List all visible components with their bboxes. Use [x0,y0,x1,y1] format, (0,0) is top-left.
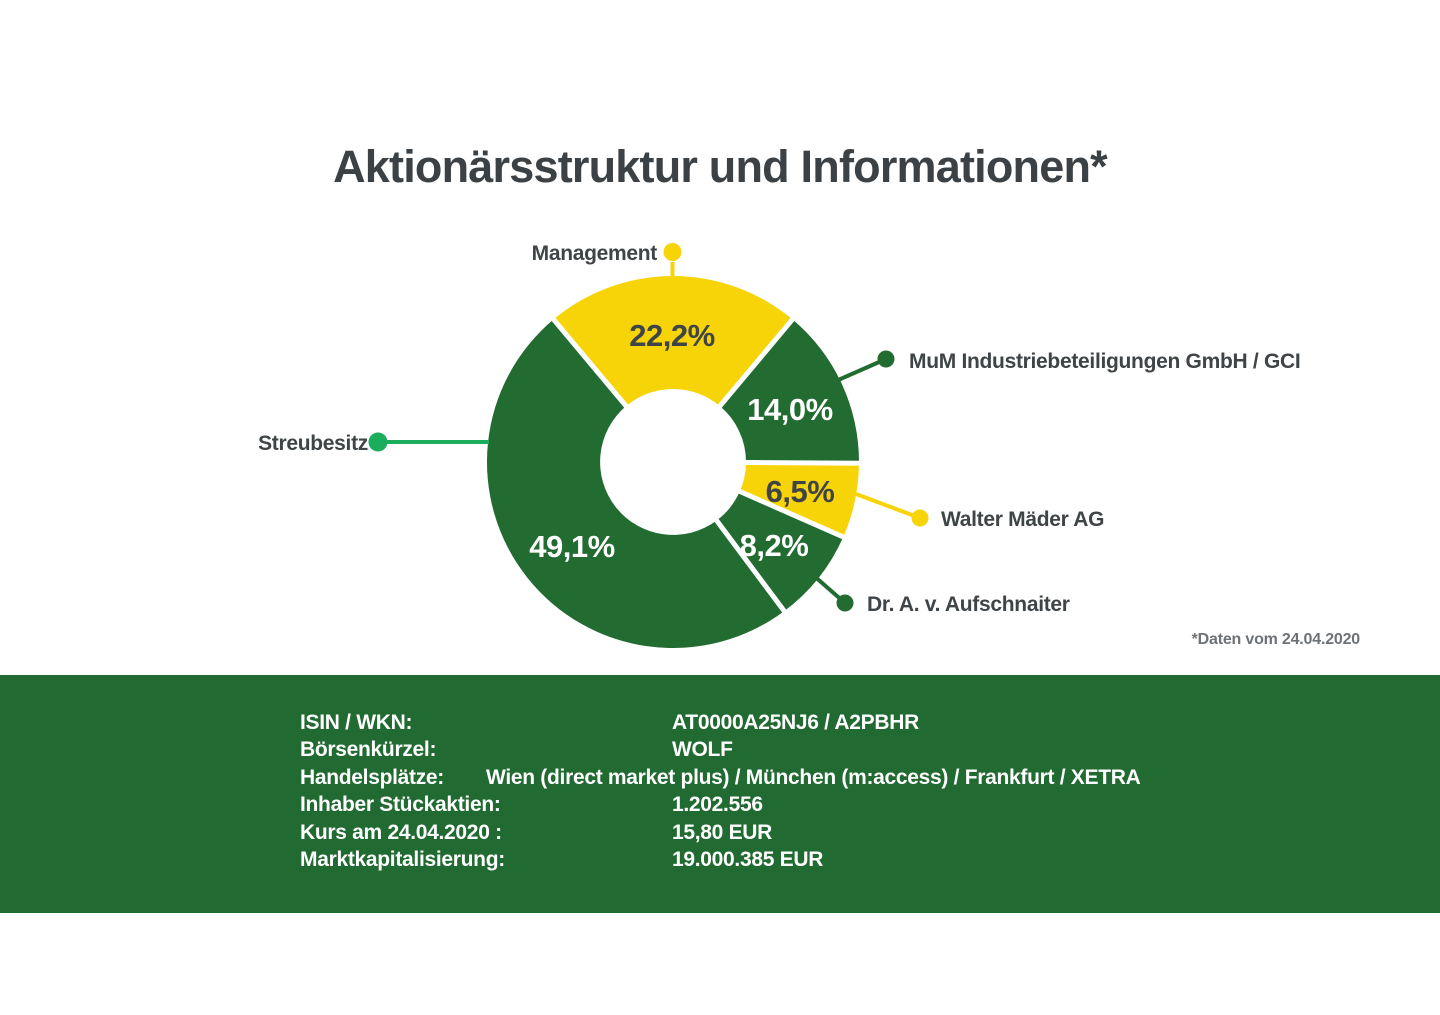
leader-line-mum [835,357,887,383]
info-label: Marktkapitalisierung: [300,847,505,871]
callout-management: Management [532,242,682,281]
info-label: ISIN / WKN: [300,711,413,734]
info-row-boersenkuerzel: Börsenkürzel: WOLF [300,736,1140,763]
info-row-handelsplaetze: Handelsplätze: Wien (direct market plus)… [300,764,1141,791]
info-label: Inhaber Stückaktien: [300,793,501,817]
legend-label-mum: MuM Industriebeteiligungen GmbH / GCI [909,350,1300,373]
info-value: 1.202.556 [672,793,763,817]
info-value: Wien (direct market plus) / München (m:a… [486,765,1141,789]
donut-slices [486,275,860,649]
info-row-kurs: Kurs am 24.04.2020 : 15,80 EUR [300,819,1140,846]
legend-dot-streubesitz [368,432,388,452]
callout-aufschnaiter: Dr. A. v. Aufschnaiter [811,573,1070,616]
info-value: AT0000A25NJ6 / A2PBHR [672,711,919,734]
legend-dot-mum [877,350,895,368]
info-value: 19.000.385 EUR [672,847,824,871]
info-bar: ISIN / WKN: AT0000A25NJ6 / A2PBHR Börsen… [0,675,1440,913]
callout-streubesitz: Streubesitz [258,432,489,455]
legend-label-management: Management [532,242,658,265]
legend-dot-walter-maeder [911,509,929,527]
info-label: Börsenkürzel: [300,738,437,762]
info-label: Handelsplätze: [300,765,444,789]
info-value: 15,80 EUR [672,820,773,844]
info-value: WOLF [672,738,733,762]
legend-label-aufschnaiter: Dr. A. v. Aufschnaiter [867,593,1070,616]
info-rows: ISIN / WKN: AT0000A25NJ6 / A2PBHR Börsen… [300,709,1141,873]
legend-label-streubesitz: Streubesitz [258,432,368,455]
leader-line-walter-maeder [855,492,921,520]
leader-line-aufschnaiter [811,573,847,605]
legend-dot-aufschnaiter [836,594,854,612]
page-title: Aktionärsstruktur und Informationen* [333,141,1108,192]
donut-chart: Management MuM Industriebeteiligungen Gm… [258,242,1301,649]
callout-walter-maeder: Walter Mäder AG [855,492,1104,531]
callout-mum-industriebeteiligungen: MuM Industriebeteiligungen GmbH / GCI [835,350,1301,383]
info-row-isin-wkn: ISIN / WKN: AT0000A25NJ6 / A2PBHR [300,709,1140,736]
legend-label-walter-maeder: Walter Mäder AG [941,508,1104,531]
footnote-date: *Daten vom 24.04.2020 [1191,631,1361,648]
info-label: Kurs am 24.04.2020 : [300,820,502,844]
info-row-stueckaktien: Inhaber Stückaktien: 1.202.556 [300,791,1140,818]
legend-dot-management [663,243,682,261]
info-row-marktkapitalisierung: Marktkapitalisierung: 19.000.385 EUR [300,846,1140,873]
